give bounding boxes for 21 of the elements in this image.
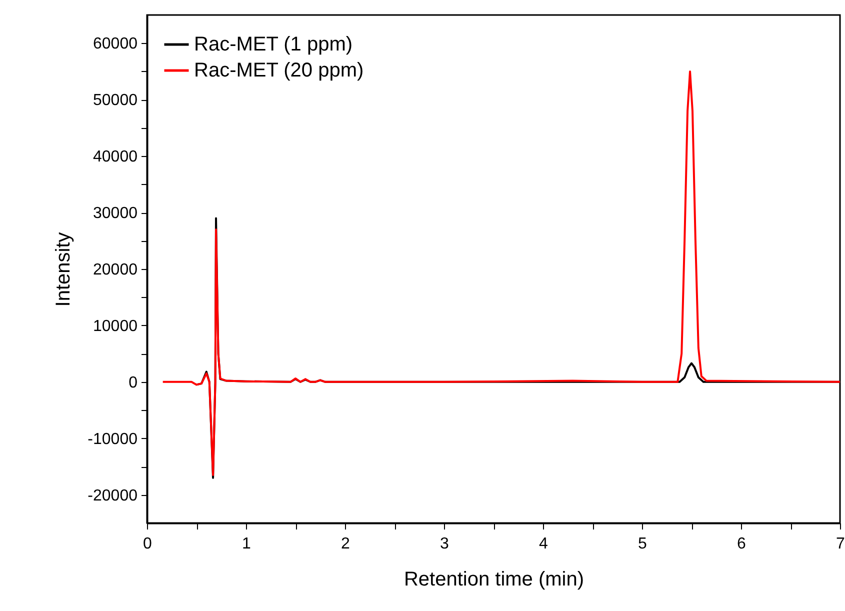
y-tick-label: -20000 — [88, 487, 138, 504]
x-tick-label: 0 — [143, 536, 152, 552]
legend-label: Rac-MET (20 ppm) — [194, 60, 364, 82]
x-tick-label: 1 — [242, 536, 252, 552]
x-tick-label: 7 — [836, 536, 845, 552]
y-tick-label: 40000 — [93, 148, 138, 166]
y-tick-label: 0 — [128, 374, 138, 392]
y-tick-label: 50000 — [93, 92, 138, 110]
legend-label: Rac-MET (1 ppm) — [194, 34, 353, 56]
x-tick-label: 5 — [638, 536, 648, 552]
y-tick-label: 20000 — [93, 262, 138, 278]
y-tick-label: 30000 — [93, 205, 138, 222]
x-tick-label: 6 — [737, 536, 746, 552]
x-tick-label: 3 — [440, 536, 450, 552]
y-tick-label: 60000 — [93, 36, 138, 53]
x-axis-title: Retention time (min) — [404, 568, 584, 590]
y-axis-title: Intensity — [52, 232, 75, 307]
y-tick-label: -10000 — [88, 430, 138, 448]
y-tick-label: 10000 — [93, 318, 138, 335]
x-tick-label: 4 — [539, 536, 548, 552]
x-tick-label: 2 — [341, 536, 350, 552]
